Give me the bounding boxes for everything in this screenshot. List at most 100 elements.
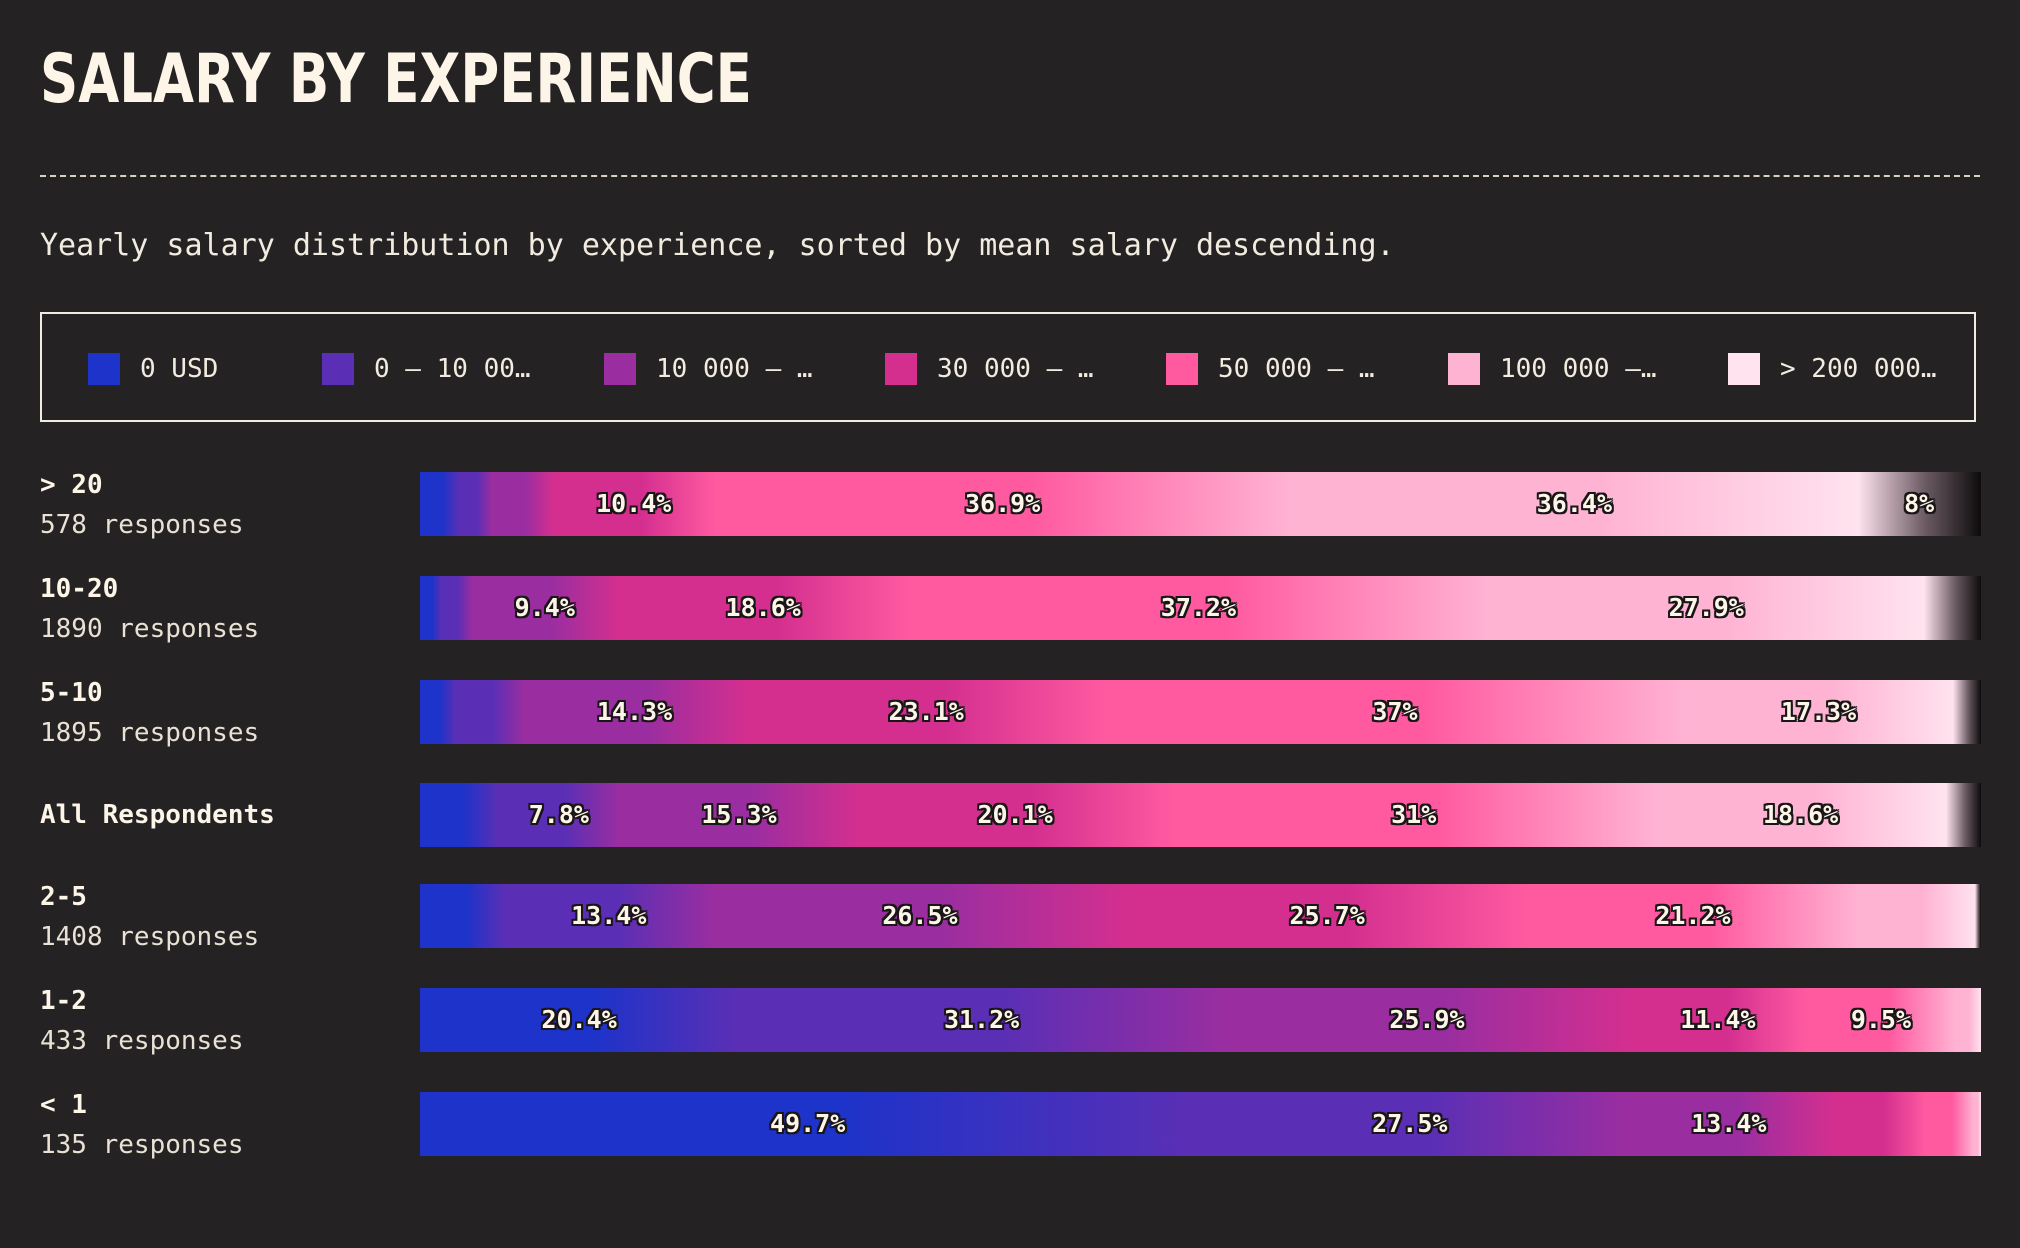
row-name: 10-20 [40, 574, 119, 604]
bar-segment[interactable] [498, 783, 621, 847]
row-label: 10-20 1890 responses [40, 574, 259, 644]
bar-segment[interactable] [1925, 1092, 1975, 1156]
stacked-bar: 20.4% 31.2% 25.9% 11.4% 9.5% [420, 988, 1981, 1052]
bar-segment[interactable] [1683, 680, 1955, 744]
bar-segment[interactable] [1488, 576, 1925, 640]
bar-segment[interactable] [420, 988, 739, 1052]
bar-segment[interactable] [1126, 884, 1529, 948]
bar-segment[interactable] [491, 472, 554, 536]
bar-segment[interactable] [1629, 988, 1808, 1052]
bar-segment[interactable] [619, 783, 859, 847]
row-name: < 1 [40, 1090, 87, 1120]
legend-label: 30 000 – … [937, 354, 1094, 384]
bar-segment[interactable] [1624, 1092, 1834, 1156]
bar-segment[interactable] [455, 680, 524, 744]
bar-segment[interactable] [1171, 783, 1657, 847]
bar-segment[interactable] [713, 884, 1128, 948]
row-label: 1-2 433 responses [40, 986, 244, 1056]
bar-segment[interactable] [1955, 988, 1981, 1052]
bar-segment[interactable] [738, 988, 1226, 1052]
bar-segment[interactable] [1973, 1092, 1981, 1156]
row-responses: 1408 responses [40, 922, 260, 952]
row-responses: 578 responses [40, 510, 244, 540]
row-name: > 20 [40, 470, 103, 500]
bar-segment[interactable] [1106, 680, 1685, 744]
row-responses: 433 responses [40, 1026, 244, 1056]
bar-segment[interactable] [420, 884, 505, 948]
bar-segment[interactable] [420, 680, 457, 744]
bar-segment[interactable] [1858, 472, 1981, 536]
bar-segment[interactable] [522, 680, 747, 744]
row-name: 1-2 [40, 986, 87, 1016]
row-label: 5-10 1895 responses [40, 678, 259, 748]
legend-swatch [885, 353, 917, 385]
bar-segment[interactable] [1945, 783, 1981, 847]
legend-item[interactable]: 30 000 – … [885, 352, 1094, 386]
legend-swatch [1166, 353, 1198, 385]
bar-segment[interactable] [1953, 680, 1981, 744]
bar-segment[interactable] [1833, 1092, 1926, 1156]
stacked-bar: 14.3% 23.1% 37% 17.3% [420, 680, 1981, 744]
legend-swatch [1728, 353, 1760, 385]
legend-label: > 200 000… [1780, 354, 1937, 384]
legend-label: 10 000 – … [656, 354, 813, 384]
row-responses: 1895 responses [40, 718, 260, 748]
row-label: < 1 135 responses [40, 1090, 244, 1160]
row-label: 2-5 1408 responses [40, 882, 259, 952]
legend-label: 50 000 – … [1218, 354, 1375, 384]
bar-segment[interactable] [1923, 576, 1981, 640]
bar-segment[interactable] [459, 472, 493, 536]
legend-item[interactable]: > 200 000… [1728, 352, 1937, 386]
chart-title: SALARY BY EXPERIENCE [40, 40, 752, 119]
bar-segment[interactable] [618, 576, 909, 640]
legend-item[interactable]: 0 – 10 00… [322, 352, 531, 386]
stacked-bar: 7.8% 15.3% 20.1% 31% 18.6% [420, 783, 1981, 847]
bar-segment[interactable] [1195, 1092, 1625, 1156]
row-responses: 135 responses [40, 1130, 244, 1160]
bar-segment[interactable] [1224, 988, 1630, 1052]
row-label: All Respondents [40, 800, 275, 830]
bar-segment[interactable] [858, 783, 1173, 847]
bar-segment[interactable] [746, 680, 1107, 744]
legend-swatch [604, 353, 636, 385]
bar-segment[interactable] [1975, 884, 1981, 948]
bar-segment[interactable] [420, 472, 460, 536]
bar-segment[interactable] [420, 783, 499, 847]
legend-item[interactable]: 0 USD [88, 352, 218, 386]
bar-segment[interactable] [908, 576, 1490, 640]
bar-segment[interactable] [1806, 988, 1956, 1052]
row-label: > 20 578 responses [40, 470, 244, 540]
legend-swatch [88, 353, 120, 385]
bar-segment[interactable] [1858, 884, 1976, 948]
legend-item[interactable]: 50 000 – … [1166, 352, 1375, 386]
row-name: 2-5 [40, 882, 87, 912]
row-responses: 1890 responses [40, 614, 260, 644]
legend-item[interactable]: 100 000 –… [1448, 352, 1657, 386]
legend-swatch [1448, 353, 1480, 385]
bar-segment[interactable] [1655, 783, 1947, 847]
legend-label: 100 000 –… [1500, 354, 1657, 384]
stacked-bar: 10.4% 36.9% 36.4% 8% [420, 472, 1981, 536]
title-divider [40, 175, 1980, 177]
bar-segment[interactable] [1290, 472, 1859, 536]
bar-segment[interactable] [420, 1092, 1196, 1156]
legend-swatch [322, 353, 354, 385]
bar-segment[interactable] [504, 884, 714, 948]
row-name: 5-10 [40, 678, 103, 708]
legend-label: 0 – 10 00… [374, 354, 531, 384]
bar-segment[interactable] [1527, 884, 1859, 948]
stacked-bar: 49.7% 27.5% 13.4% [420, 1092, 1981, 1156]
stacked-bar: 13.4% 26.5% 25.7% 21.2% [420, 884, 1981, 948]
stacked-bar: 9.4% 18.6% 37.2% 27.9% [420, 576, 1981, 640]
bar-segment[interactable] [471, 576, 619, 640]
bar-segment[interactable] [552, 472, 716, 536]
bar-segment[interactable] [714, 472, 1292, 536]
legend: 0 USD 0 – 10 00… 10 000 – … 30 000 – … 50 00… [40, 312, 1976, 422]
legend-item[interactable]: 10 000 – … [604, 352, 813, 386]
legend-label: 0 USD [140, 354, 219, 384]
bar-segment[interactable] [441, 576, 473, 640]
row-name: All Respondents [40, 800, 275, 830]
chart-subtitle: Yearly salary distribution by experience… [40, 228, 1395, 263]
bar-segment[interactable] [420, 576, 443, 640]
